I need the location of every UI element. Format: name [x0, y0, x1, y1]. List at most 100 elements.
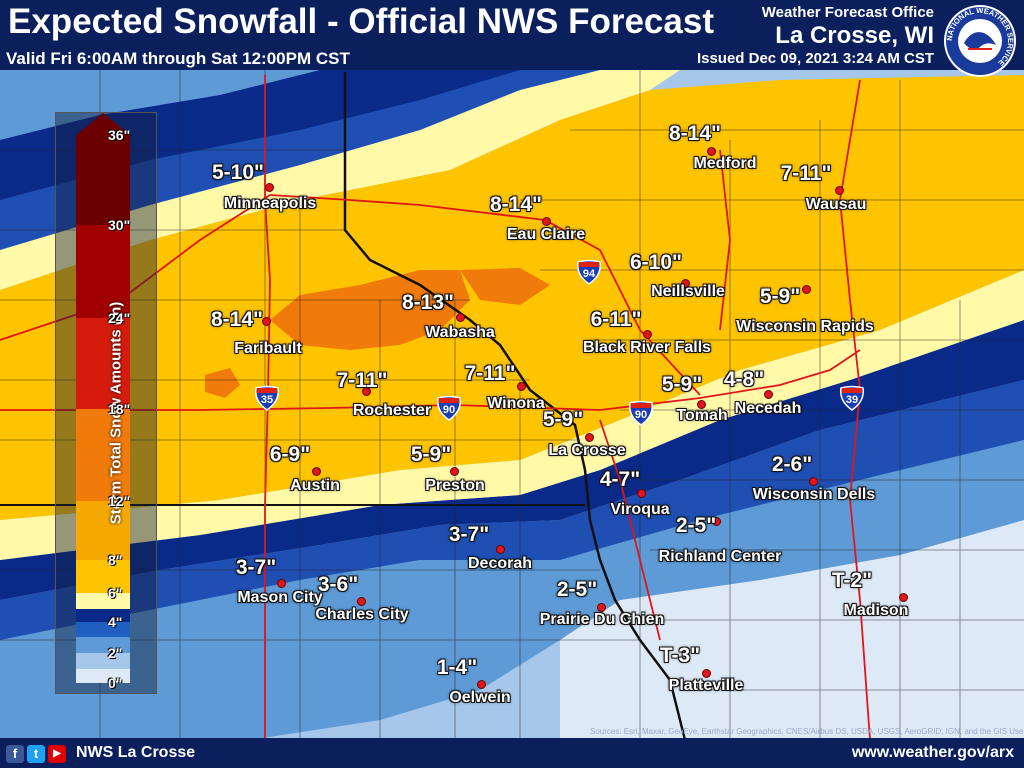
social-icons: f t ▶ — [6, 745, 66, 763]
footer-office-name: NWS La Crosse — [76, 744, 196, 761]
city-marker — [696, 399, 706, 409]
city-marker — [356, 596, 366, 606]
facebook-icon[interactable]: f — [6, 745, 24, 763]
city-name-label: Charles City — [315, 606, 409, 623]
snow-amount-label: 3-6" — [317, 573, 359, 596]
youtube-icon[interactable]: ▶ — [48, 745, 66, 763]
city-marker — [264, 182, 274, 192]
city-marker — [701, 668, 711, 678]
legend-swatch — [76, 593, 130, 609]
city-marker — [763, 389, 773, 399]
interstate-number: 39 — [845, 394, 859, 406]
city-marker — [642, 329, 652, 339]
city-marker — [834, 185, 844, 195]
valid-time: Valid Fri 6:00AM through Sat 12:00PM CST — [6, 49, 350, 68]
city-marker — [311, 466, 321, 476]
snow-legend: Storm Total Snow Amounts (in) 36" 30" 24" 1… — [55, 112, 157, 694]
city-name-label: Winona — [487, 395, 545, 412]
interstate-shield-icon: 90 — [628, 400, 654, 426]
legend-swatch — [76, 225, 130, 318]
city-marker — [596, 602, 606, 612]
city-name-label: Neillsville — [651, 283, 725, 300]
snow-amount-label: 7-11" — [780, 162, 832, 185]
snow-amount-label: T-3" — [659, 644, 701, 667]
legend-tick-label: 2" — [108, 645, 123, 661]
city-marker — [680, 278, 690, 288]
city-marker — [636, 488, 646, 498]
city-name-label: Eau Claire — [506, 226, 586, 243]
city-name-label: Mason City — [237, 589, 323, 606]
office-city: La Crosse, WI — [775, 22, 934, 49]
city-name-label: Medford — [693, 155, 757, 172]
footer-url[interactable]: www.weather.gov/arx — [851, 744, 1014, 761]
city-name-label: Necedah — [734, 400, 802, 417]
interstate-shield-icon: 90 — [436, 395, 462, 421]
twitter-icon[interactable]: t — [27, 745, 45, 763]
snow-amount-label: 5-10" — [212, 161, 264, 184]
snow-amount-label: 3-7" — [235, 556, 277, 579]
city-name-label: Minneapolis — [223, 195, 317, 212]
footer-bar — [0, 738, 1024, 768]
snow-amount-label: 5-9" — [542, 408, 584, 431]
city-marker — [541, 216, 551, 226]
legend-tick-label: 4" — [108, 614, 123, 630]
city-marker — [711, 516, 721, 526]
snow-amount-label: 6-9" — [269, 443, 311, 466]
nws-logo: NATIONAL WEATHER SERVICE — [944, 5, 1016, 77]
snow-amount-label: 6-11" — [590, 308, 642, 331]
city-marker — [706, 146, 716, 156]
legend-arrow — [76, 113, 130, 135]
legend-swatch — [76, 318, 130, 409]
snow-amount-label: 8-14" — [669, 122, 721, 145]
city-name-label: Faribault — [234, 340, 302, 357]
legend-tick-label: 12" — [108, 493, 131, 509]
office-label: Weather Forecast Office — [761, 4, 934, 21]
legend-swatch — [76, 560, 130, 593]
city-name-label: Platteville — [668, 677, 744, 694]
city-name-label: Austin — [290, 477, 340, 494]
city-marker — [898, 592, 908, 602]
city-marker — [261, 316, 271, 326]
map-attribution: Sources: Esri, Maxar, GeoEye, Earthstar … — [590, 727, 1024, 736]
legend-swatch — [76, 409, 130, 501]
city-name-label: Wisconsin Dells — [752, 486, 876, 503]
city-name-label: Oelwein — [449, 689, 511, 706]
city-name-label: La Crosse — [548, 442, 626, 459]
city-marker — [361, 386, 371, 396]
snow-amount-label: 7-11" — [464, 362, 516, 385]
legend-tick-label: 30" — [108, 217, 131, 233]
city-name-label: Richland Center — [658, 548, 782, 565]
legend-swatch — [76, 135, 130, 225]
legend-swatch — [76, 653, 130, 669]
legend-tick-label: 8" — [108, 552, 123, 568]
city-name-label: Viroqua — [610, 501, 670, 518]
legend-tick-label: 6" — [108, 585, 123, 601]
snow-amount-label: 2-6" — [771, 453, 813, 476]
interstate-number: 94 — [582, 268, 596, 280]
snow-amount-label: 4-7" — [599, 468, 641, 491]
city-marker — [276, 578, 286, 588]
snow-amount-label: 2-5" — [556, 578, 598, 601]
snow-amount-label: 5-9" — [410, 443, 452, 466]
snow-amount-label: 8-14" — [211, 308, 263, 331]
city-name-label: Madison — [843, 602, 909, 619]
interstate-shield-icon: 39 — [839, 385, 865, 411]
snow-amount-label: 3-7" — [448, 523, 490, 546]
issued-time: Issued Dec 09, 2021 3:24 AM CST — [696, 50, 934, 67]
interstate-shield-icon: 35 — [254, 385, 280, 411]
city-marker — [449, 466, 459, 476]
city-name-label: Wausau — [805, 196, 867, 213]
interstate-number: 90 — [634, 409, 648, 421]
legend-color-bar — [76, 113, 130, 683]
city-marker — [455, 312, 465, 322]
city-marker — [808, 476, 818, 486]
legend-swatch — [76, 609, 130, 622]
city-name-label: Wabasha — [425, 324, 495, 341]
legend-tick-label: 18" — [108, 401, 131, 417]
legend-swatch — [76, 622, 130, 637]
legend-tick-label: 24" — [108, 310, 131, 326]
city-marker — [495, 544, 505, 554]
legend-tick-label: 36" — [108, 127, 131, 143]
